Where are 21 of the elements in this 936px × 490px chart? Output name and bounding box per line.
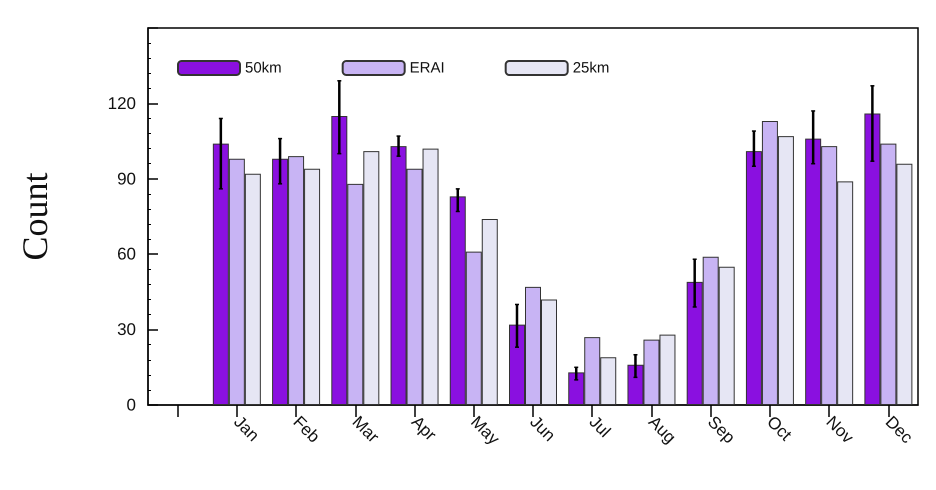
x-tick-label: Mar bbox=[348, 412, 383, 447]
y-tick-label: 30 bbox=[117, 320, 136, 340]
y-tick-label: 120 bbox=[108, 94, 136, 113]
y-tick-label: 90 bbox=[117, 169, 136, 188]
legend-label: 25km bbox=[572, 60, 610, 76]
x-tick-label: Sep bbox=[704, 412, 739, 448]
x-tick-label: Oct bbox=[763, 412, 796, 445]
legend-label: 50km bbox=[245, 60, 282, 76]
x-tick-label: Nov bbox=[822, 412, 858, 448]
x-tick-label: May bbox=[467, 412, 504, 449]
y-tick-label: 60 bbox=[117, 244, 136, 264]
legend-label: ERAI bbox=[410, 60, 445, 76]
x-tick-label: Aug bbox=[644, 412, 680, 448]
x-tick-label: Jun bbox=[526, 412, 560, 446]
x-tick-label: Jan bbox=[230, 412, 263, 446]
x-tick-label: Jul bbox=[586, 412, 614, 442]
x-tick-label: Apr bbox=[408, 412, 440, 445]
x-tick-label: Dec bbox=[882, 412, 917, 448]
x-tick-label: Feb bbox=[289, 412, 324, 446]
y-axis-title: Count bbox=[15, 172, 55, 261]
y-tick-label: 0 bbox=[126, 396, 136, 414]
